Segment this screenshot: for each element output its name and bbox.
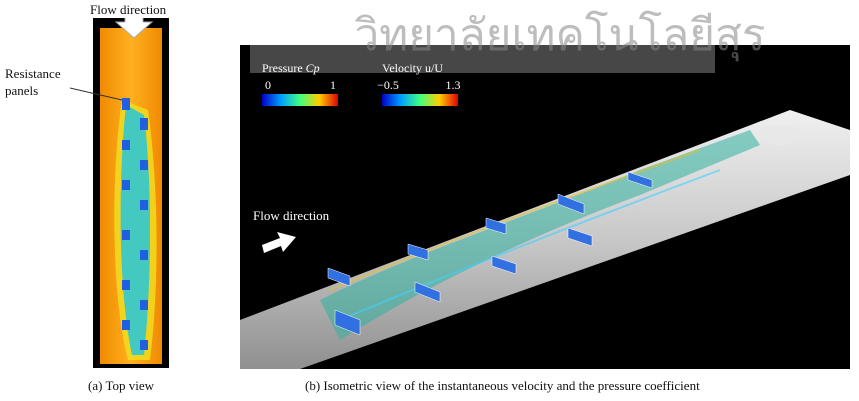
- legend-min: 0: [265, 78, 271, 92]
- legend-symbol: Cp: [306, 61, 320, 75]
- flow-label: Flow direction: [253, 208, 330, 223]
- legend-title: Velocity u/U: [382, 61, 443, 75]
- drone: [758, 125, 802, 145]
- figure: Flow direction Resistance panels (a) Top…: [0, 0, 859, 401]
- legend-title-text: Pressure: [262, 61, 303, 75]
- colorbar: [262, 94, 338, 106]
- watermark: วิทยาลัยเทคโนโลยีสุร: [354, 10, 765, 62]
- flow-label: Flow direction: [90, 2, 167, 17]
- legend-max: 1.3: [446, 78, 461, 92]
- legend-min: −0.5: [377, 78, 399, 92]
- legend-title: Pressure Cp: [262, 61, 320, 75]
- colorbar: [382, 94, 458, 106]
- caption: (a) Top view: [88, 378, 155, 393]
- annotation: Resistance: [5, 66, 61, 81]
- annotation: panels: [5, 83, 38, 98]
- legend-max: 1: [330, 78, 336, 92]
- caption: (b) Isometric view of the instantaneous …: [305, 378, 700, 393]
